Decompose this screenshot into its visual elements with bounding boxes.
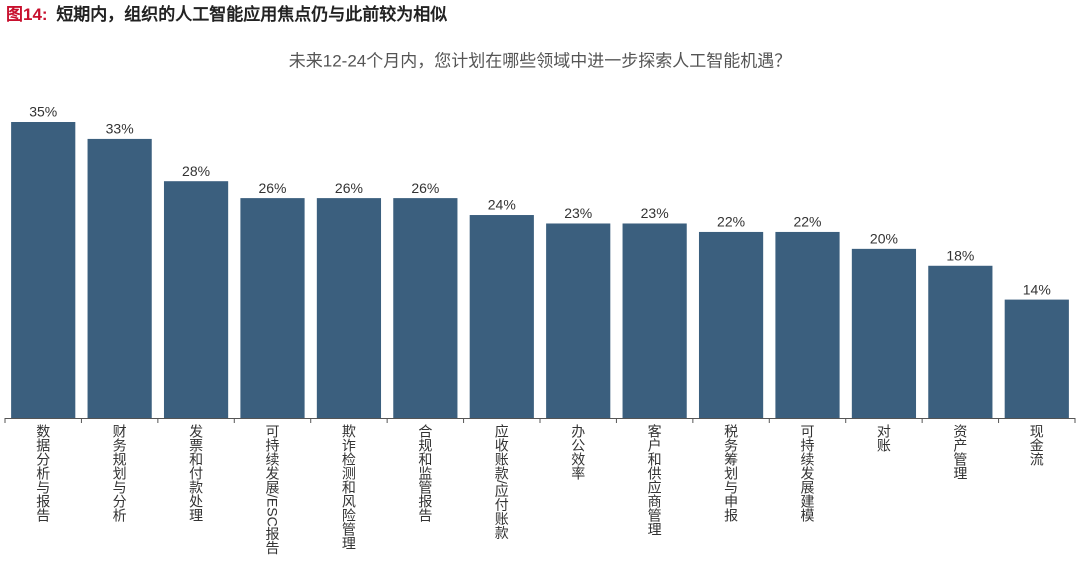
value-label: 26% <box>411 180 439 196</box>
bar <box>622 223 687 418</box>
chart-title: 图14: 短期内，组织的人工智能应用焦点仍与此前较为相似 <box>6 4 447 24</box>
x-tick-label: 发票和付款处理 <box>188 424 204 522</box>
bar <box>851 248 917 418</box>
value-label: 28% <box>182 163 210 179</box>
value-label: 24% <box>488 197 516 213</box>
value-label: 18% <box>946 247 974 263</box>
bar <box>698 231 764 418</box>
value-label: 26% <box>335 180 363 196</box>
bar <box>928 265 993 418</box>
value-label: 35% <box>29 104 57 120</box>
x-tick-label: 应收账款/应付账款 <box>494 423 510 540</box>
x-tick-label: 合规和监管报告 <box>417 424 433 522</box>
x-tick-label: 客户和供应商管理 <box>647 423 663 536</box>
bar <box>469 215 534 418</box>
bar <box>87 138 152 418</box>
x-tick-label: 现金流 <box>1029 424 1045 467</box>
x-tick-label: 资产管理 <box>952 424 968 480</box>
title-text: 短期内，组织的人工智能应用焦点仍与此前较为相似 <box>56 4 447 24</box>
value-label: 23% <box>564 205 592 221</box>
x-tick-label: 税务筹划与申报 <box>723 424 739 523</box>
value-label: 20% <box>870 231 898 247</box>
x-tick-label: 对账 <box>876 424 892 452</box>
x-tick-label: 数据分析与报告 <box>35 424 51 522</box>
bar <box>546 223 611 418</box>
x-tick-label: 可持续发展/ESC报告 <box>265 424 281 555</box>
value-label: 33% <box>106 121 134 137</box>
value-label: 14% <box>1023 281 1051 297</box>
figure-label: 图14: <box>6 5 48 24</box>
value-label: 22% <box>793 214 821 230</box>
bar <box>11 122 76 418</box>
x-tick-label: 可持续发展建模 <box>800 424 816 522</box>
value-label: 22% <box>717 214 745 230</box>
x-tick-label: 欺诈检测和风险管理 <box>341 424 357 550</box>
bar <box>393 198 458 418</box>
x-tick-label: 办公效率 <box>570 424 586 480</box>
bar <box>316 198 382 418</box>
bar <box>775 231 840 418</box>
chart-subtitle: 未来12-24个月内，您计划在哪些领域中进一步探索人工智能机遇？ <box>289 51 791 70</box>
x-tick-label: 财务规划与分析 <box>112 424 128 522</box>
value-label: 26% <box>258 180 286 196</box>
bar <box>1004 299 1069 418</box>
bar <box>163 181 229 418</box>
value-label: 23% <box>641 205 669 221</box>
bar <box>240 198 305 418</box>
